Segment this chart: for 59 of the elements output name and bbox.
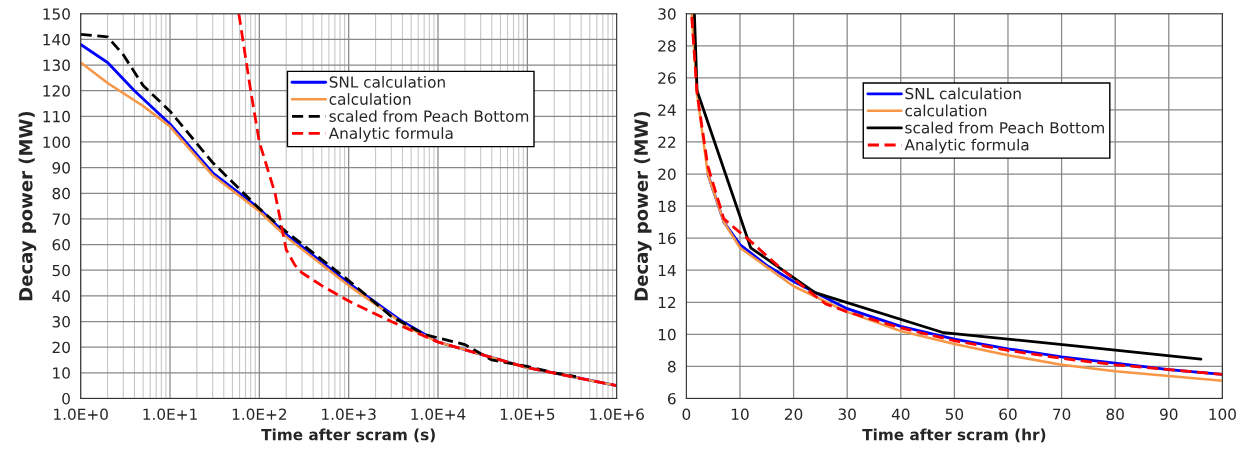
- x-tick-label: 1.0E+1: [143, 408, 197, 421]
- x-tick-label: 100: [1209, 408, 1236, 421]
- legend-label: scaled from Peach Bottom: [329, 110, 529, 122]
- legend-label: Analytic formula: [328, 127, 453, 142]
- y-tick-label: 30: [658, 8, 676, 20]
- x-tick-label: 1.0E+3: [322, 408, 376, 421]
- y-axis-title: Decay power (MW): [18, 111, 37, 301]
- legend-label: calculation: [905, 104, 987, 117]
- legend-label: calculation: [329, 93, 411, 105]
- y-tick-label: 26: [658, 72, 676, 84]
- y-tick-label: 0: [62, 392, 70, 405]
- x-axis-title: Time after scram (s): [261, 428, 435, 443]
- y-tick-label: 80: [52, 187, 70, 200]
- y-tick-label: 10: [53, 367, 70, 379]
- x-tick-label: 0: [682, 408, 691, 421]
- y-tick-label: 8: [667, 360, 676, 373]
- x-tick-label: 20: [784, 408, 803, 421]
- x-tick-label: 50: [945, 408, 964, 421]
- y-tick-label: 30: [52, 315, 70, 328]
- y-tick-label: 22: [658, 136, 676, 148]
- y-tick-label: 12: [658, 296, 676, 309]
- y-tick-label: 18: [658, 200, 676, 213]
- y-tick-label: 110: [43, 110, 70, 123]
- x-tick-label: 1.0E+6: [590, 408, 644, 421]
- y-tick-label: 40: [52, 290, 70, 302]
- y-tick-label: 16: [658, 232, 676, 245]
- y-axis-title: Decay power (MW): [634, 111, 652, 301]
- x-tick-label: 70: [1053, 408, 1071, 421]
- y-tick-label: 24: [658, 104, 676, 116]
- legend-label: SNL calculation: [329, 75, 445, 88]
- x-tick-label: 30: [838, 408, 856, 421]
- y-tick-label: 150: [43, 8, 70, 20]
- legend-label: Analytic formula: [904, 138, 1029, 154]
- legend-label: SNL calculation: [905, 87, 1021, 100]
- legend-label: scaled from Peach Bottom: [905, 121, 1104, 134]
- x-tick-label: 90: [1160, 408, 1178, 421]
- y-tick-label: 50: [52, 264, 70, 277]
- x-tick-label: 1.0E+4: [411, 408, 466, 421]
- y-tick-label: 140: [43, 33, 70, 46]
- y-tick-label: 130: [43, 59, 70, 72]
- y-tick-label: 10: [658, 328, 676, 341]
- x-tick-label: 1.0E+5: [500, 408, 555, 421]
- y-tick-label: 20: [658, 168, 676, 181]
- y-tick-label: 100: [43, 136, 70, 148]
- y-tick-label: 14: [658, 264, 676, 277]
- x-tick-label: 1.0E+2: [232, 408, 287, 421]
- y-tick-label: 28: [658, 40, 676, 52]
- y-tick-label: 90: [52, 162, 70, 174]
- x-tick-label: 1.0E+0: [54, 408, 108, 421]
- x-tick-label: 80: [1106, 408, 1124, 421]
- x-tick-label: 60: [999, 408, 1017, 421]
- x-axis-title: Time after scram (hr): [862, 428, 1046, 443]
- x-tick-label: 10: [731, 408, 749, 421]
- y-tick-label: 6: [667, 392, 676, 405]
- x-tick-label: 40: [891, 408, 910, 421]
- y-tick-label: 20: [52, 341, 70, 354]
- y-tick-label: 60: [52, 239, 70, 251]
- y-tick-label: 70: [52, 213, 70, 225]
- y-tick-label: 120: [43, 85, 70, 97]
